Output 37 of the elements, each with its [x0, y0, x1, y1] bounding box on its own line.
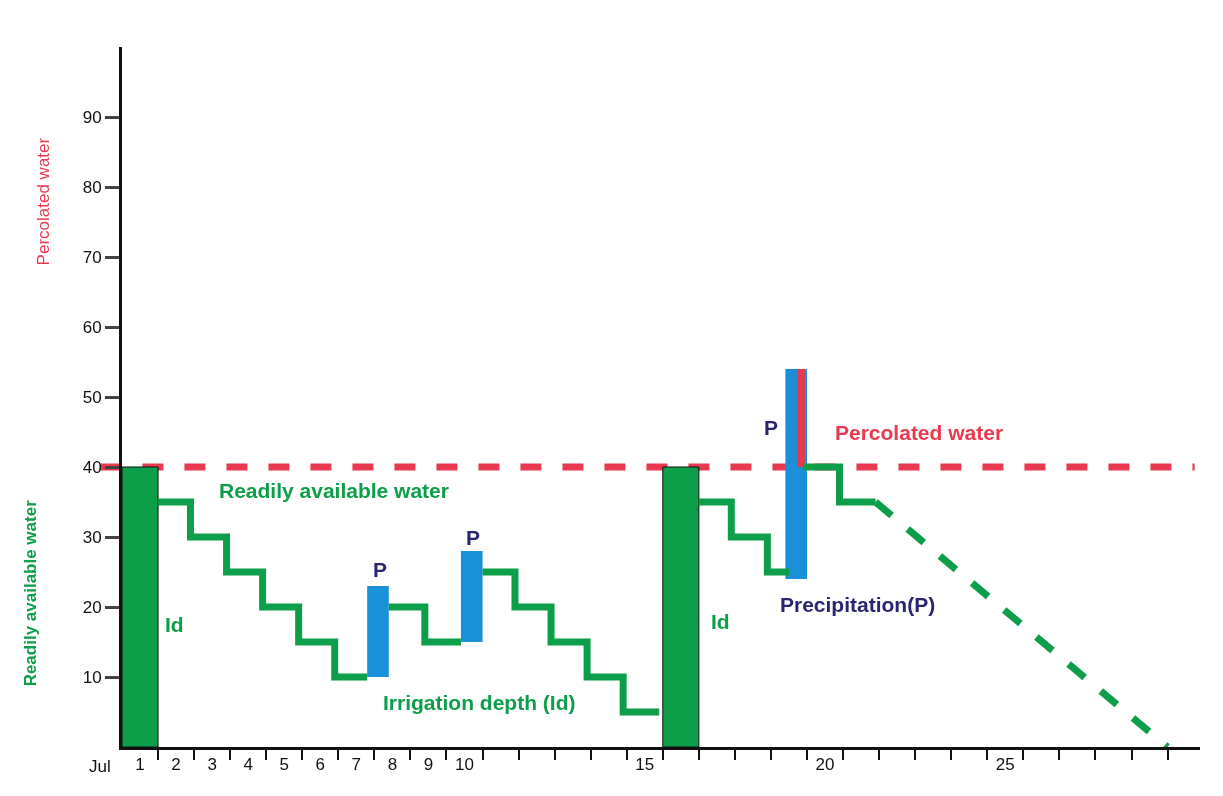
annotation: Readily available water	[219, 479, 449, 502]
y-tick-label: 90	[82, 107, 102, 127]
y-tick-label: 30	[82, 527, 102, 547]
x-tick-label: 6	[315, 755, 326, 775]
annotation: Percolated water	[835, 421, 1004, 444]
x-tick-label: 8	[387, 755, 398, 775]
y-tick-label: 80	[82, 177, 102, 197]
annotation: P	[466, 526, 481, 549]
x-tick-label: 3	[207, 755, 217, 775]
y-tick-label: 10	[82, 667, 102, 687]
y-tick-label: 60	[82, 317, 102, 337]
x-tick-label: 20	[815, 755, 835, 775]
x-tick-label: 15	[635, 755, 655, 775]
y-tick-label: 40	[82, 457, 102, 477]
text: Percolated water	[34, 137, 54, 266]
annotation: P	[764, 416, 779, 439]
bar	[367, 586, 389, 677]
x-tick-label: 5	[279, 755, 289, 775]
annotation: Id	[711, 610, 730, 633]
y-axis-title: Readily available water	[21, 499, 41, 687]
bar	[796, 369, 805, 467]
annotation: Id	[165, 613, 184, 636]
x-tick-label: 7	[351, 755, 362, 775]
x-tick-label: 10	[455, 755, 474, 775]
y-tick-label: 70	[82, 247, 102, 267]
x-tick-label: 25	[995, 755, 1015, 775]
annotation: Irrigation depth (Id)	[383, 691, 576, 714]
y-tick-label: 50	[82, 387, 102, 407]
x-tick-label: 2	[171, 755, 181, 775]
x-tick-label: 4	[243, 755, 253, 775]
text: Jul	[89, 757, 111, 776]
x-tick-label: 9	[423, 755, 434, 775]
x-tick-label: 1	[135, 755, 145, 775]
bar	[460, 551, 483, 642]
y-tick-label: 20	[82, 597, 102, 617]
annotation: Precipitation(P)	[780, 593, 936, 616]
annotation: P	[373, 558, 388, 581]
